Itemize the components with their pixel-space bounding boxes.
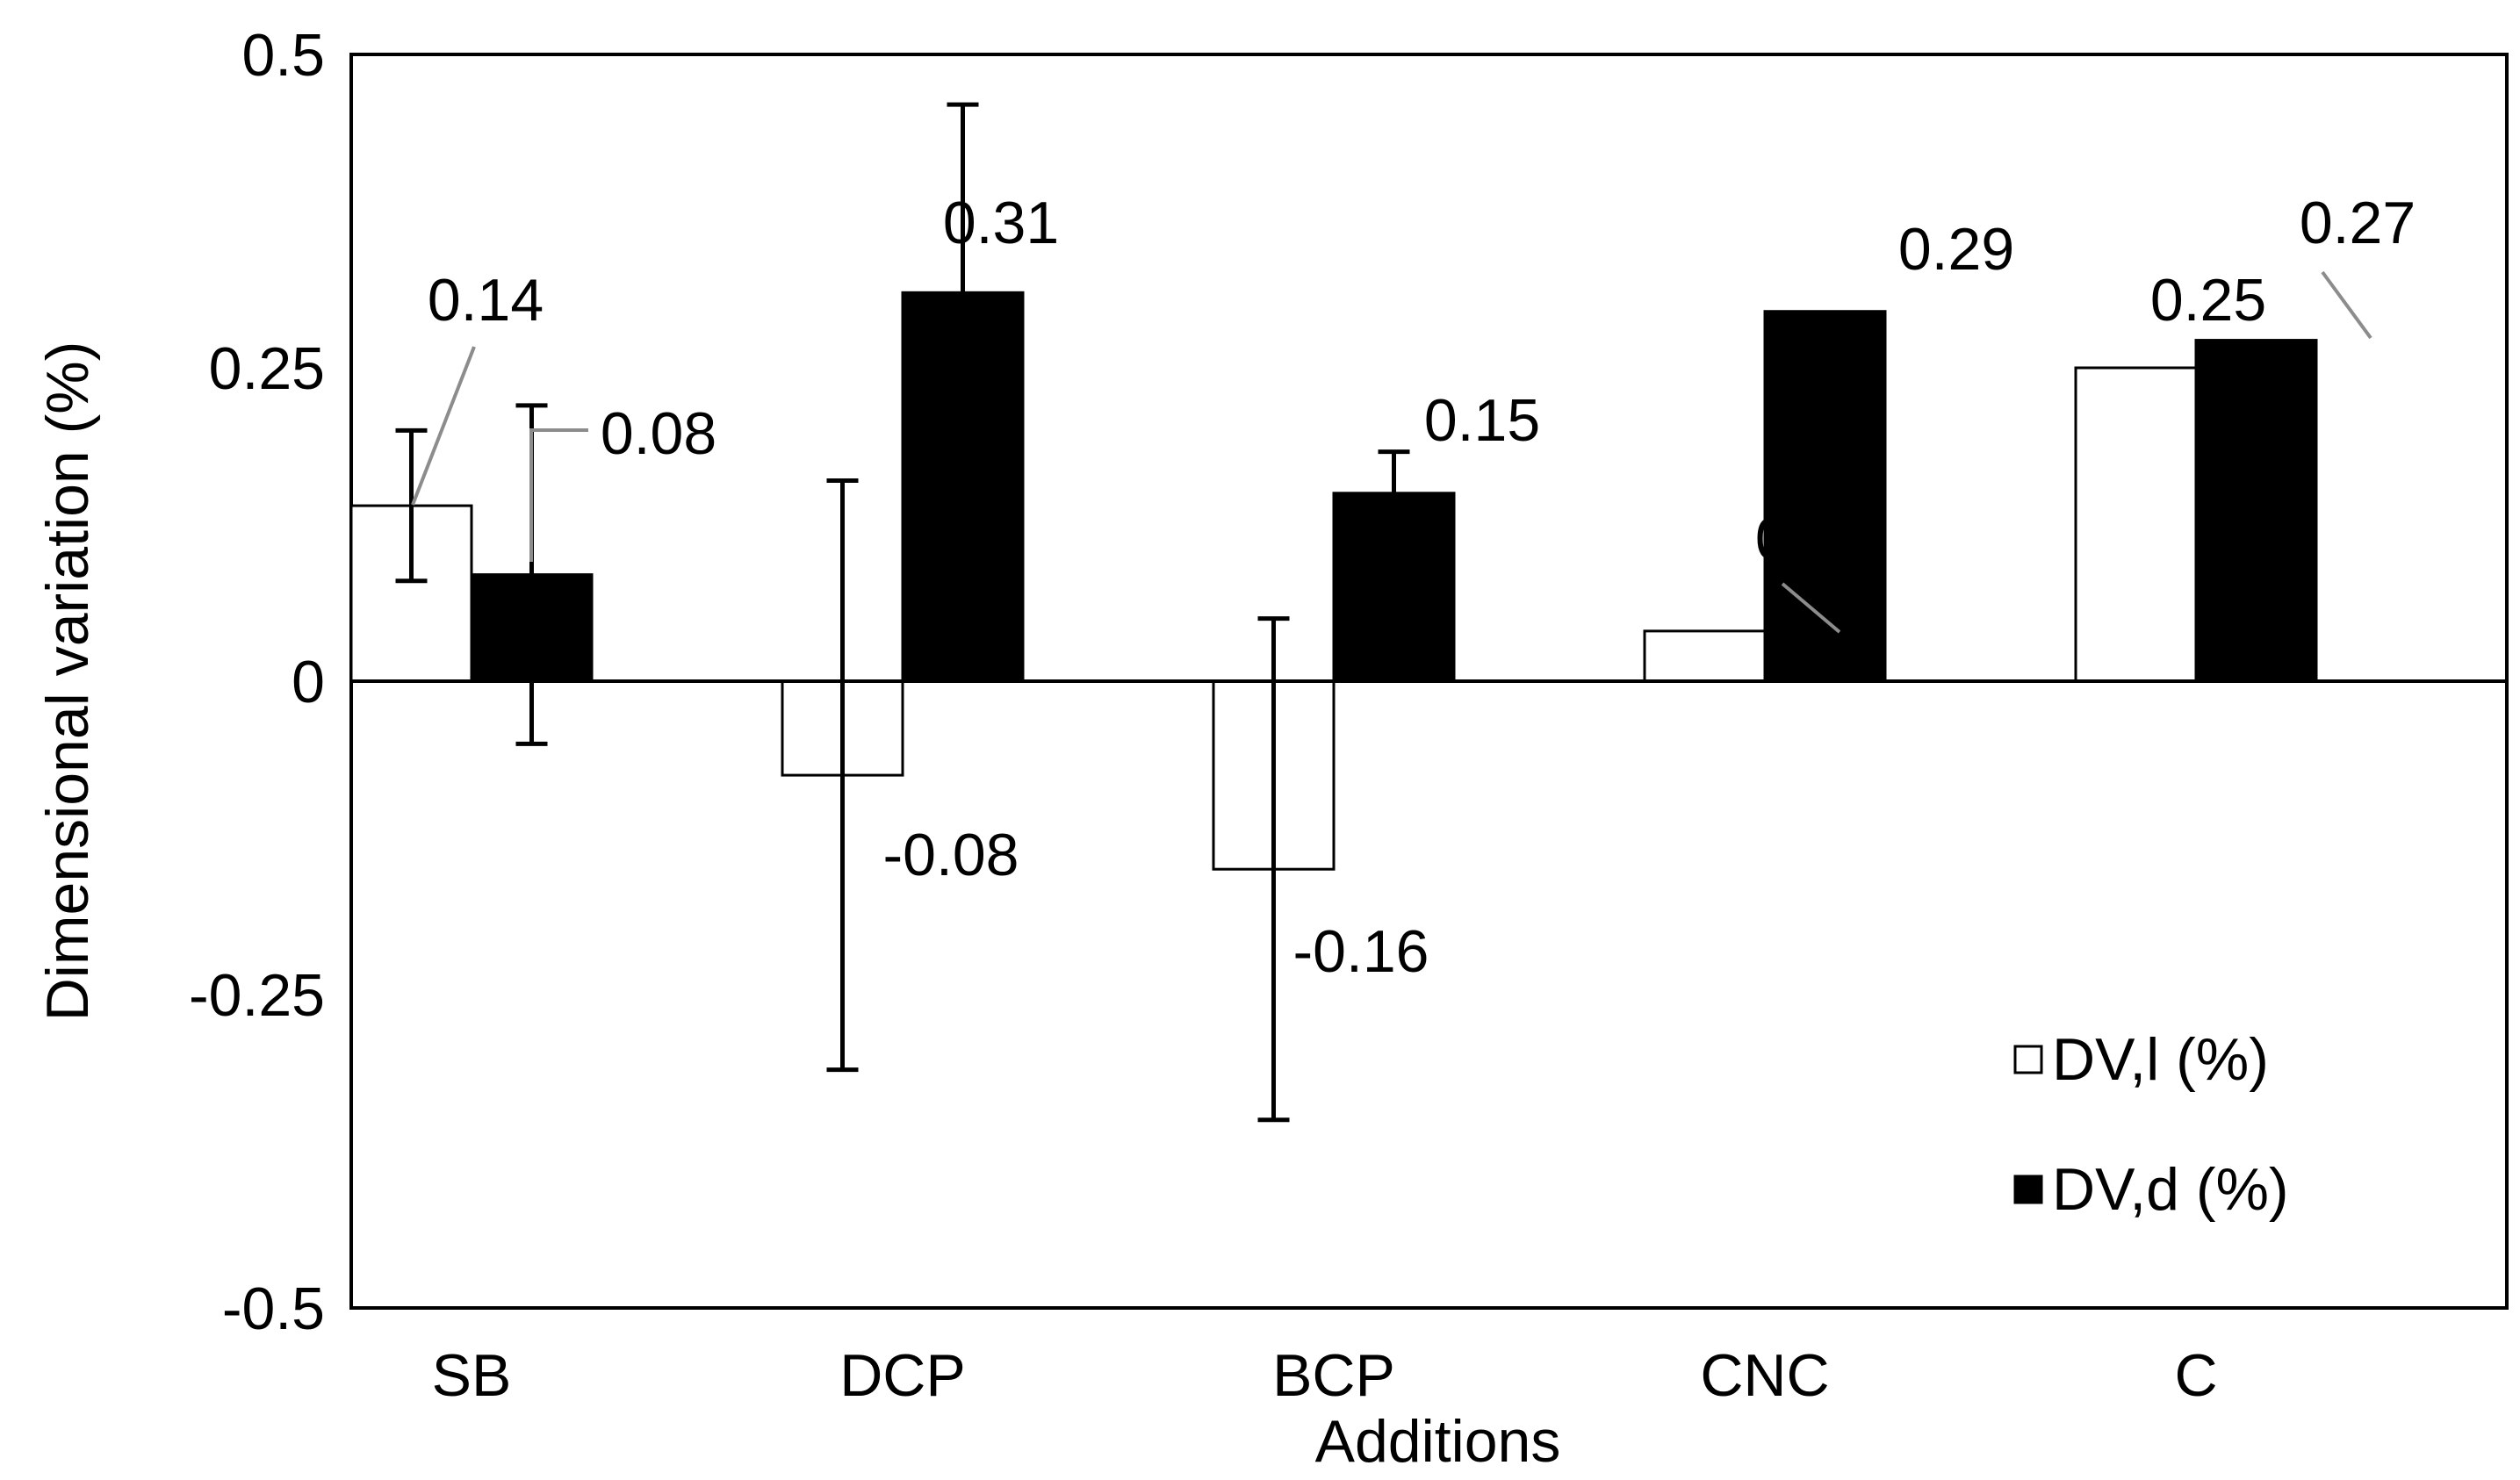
data-label: 0.15 [1424, 387, 1540, 454]
leader-line [1781, 582, 1841, 634]
x-tick-label: SB [432, 1342, 512, 1409]
data-label: -0.16 [1293, 918, 1429, 985]
y-tick-label: -0.25 [189, 962, 325, 1029]
x-tick-label: C [2174, 1342, 2217, 1409]
bar-cnc-dvl [1643, 629, 1767, 683]
data-label: 0.04 [1755, 506, 1871, 572]
legend-label: DV,l (%) [2052, 1026, 2269, 1093]
data-label: 0.14 [428, 267, 544, 334]
data-label: 0.31 [943, 190, 1059, 256]
data-label: 0.29 [1898, 216, 2014, 283]
data-label: 0.08 [601, 400, 716, 467]
data-label: 0.27 [2300, 190, 2416, 256]
y-tick-label: 0.25 [209, 335, 325, 402]
legend-swatch-dvl [2013, 1045, 2043, 1074]
x-tick-label: DCP [839, 1342, 966, 1409]
y-tick-label: 0.5 [241, 22, 325, 89]
x-axis-title: Additions [1315, 1408, 1561, 1475]
y-tick-label: -0.5 [222, 1275, 325, 1342]
leader-line [529, 428, 588, 562]
x-tick-label: BCP [1272, 1342, 1395, 1409]
bar-cnc-dvd [1763, 310, 1887, 683]
data-label: 0.25 [2150, 267, 2266, 334]
leader-line [2321, 270, 2372, 340]
bar-c-dvl [2074, 366, 2198, 683]
legend-swatch-dvd [2013, 1175, 2043, 1204]
bar-c-dvd [2194, 339, 2318, 683]
y-axis-title: Dimensional variation (%) [34, 341, 101, 1022]
x-tick-label: CNC [1700, 1342, 1829, 1409]
y-tick-label: 0 [292, 649, 325, 715]
data-label: -0.08 [883, 822, 1019, 888]
legend-label: DV,d (%) [2052, 1156, 2289, 1223]
leader-line [411, 346, 476, 506]
